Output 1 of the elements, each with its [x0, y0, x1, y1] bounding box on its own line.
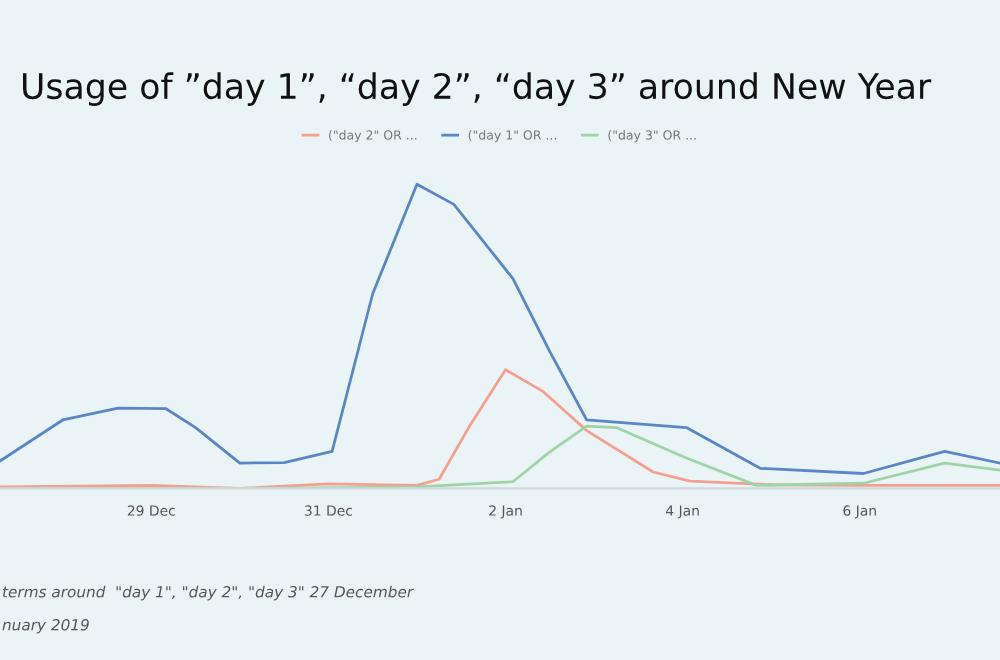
chart-title: Usage of ”day 1”, “day 2”, “day 3” around New Year	[23, 72, 932, 106]
